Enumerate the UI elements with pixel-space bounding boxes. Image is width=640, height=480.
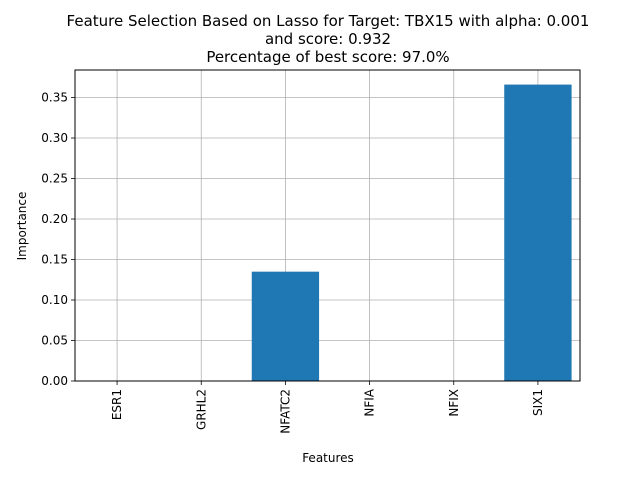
chart-title: Feature Selection Based on Lasso for Tar… [67,12,590,66]
chart-title-line-1: Feature Selection Based on Lasso for Tar… [67,12,590,30]
x-tick-label: NFIX [447,389,461,417]
chart-title-line-3: Percentage of best score: 97.0% [206,48,449,66]
y-axis-ticks: 0.00 0.05 0.10 0.15 0.20 0.25 0.30 0.35 [41,91,75,388]
y-axis-label: Importance [15,192,29,261]
y-tick-label: 0.25 [41,172,68,186]
chart-title-line-2: and score: 0.932 [265,30,391,48]
y-tick-label: 0.00 [41,374,68,388]
y-tick-label: 0.30 [41,131,68,145]
x-axis-label: Features [302,451,354,465]
y-tick-label: 0.05 [41,334,68,348]
bar-six1 [504,84,572,381]
plot-frame [74,69,581,382]
x-tick-label: GRHL2 [194,389,208,430]
y-tick-label: 0.35 [41,91,68,105]
bars [251,84,572,381]
y-tick-label: 0.15 [41,253,68,267]
x-tick-label: SIX1 [531,389,545,416]
y-tick-label: 0.20 [41,212,68,226]
x-tick-label: NFATC2 [278,389,292,434]
x-axis-ticks: ESR1 GRHL2 NFATC2 NFIA NFIX SIX1 [110,381,545,434]
x-tick-label: ESR1 [110,389,124,420]
bar-nfatc2 [251,271,320,381]
y-tick-label: 0.10 [41,293,68,307]
x-tick-label: NFIA [363,388,377,416]
